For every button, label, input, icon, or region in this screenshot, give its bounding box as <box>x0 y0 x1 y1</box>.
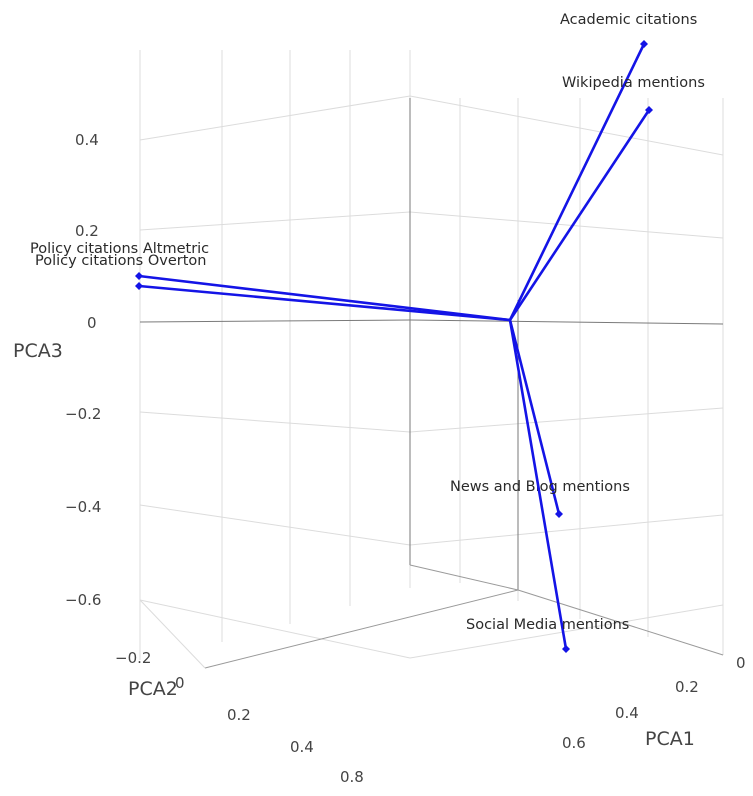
grid-line <box>409 407 724 433</box>
grid-line <box>409 95 724 156</box>
x-tick-label: 0.4 <box>615 704 639 722</box>
z-tick-label: 0.4 <box>75 131 99 149</box>
vector-tip-marker <box>135 282 143 290</box>
grid-line <box>409 604 724 659</box>
vector-tip-marker <box>645 106 653 114</box>
x-tick-label: 0.6 <box>562 734 586 752</box>
vector-tip-marker <box>135 272 143 280</box>
vector-label: Policy citations Overton <box>35 253 206 269</box>
x-tick-label: 0 <box>736 654 746 672</box>
z-tick-label: −0.6 <box>65 591 101 609</box>
y-axis-title: PCA2 <box>128 678 178 700</box>
grid-line <box>409 319 724 325</box>
vector-tip-marker <box>640 40 648 48</box>
x-tick-label: 0.2 <box>675 678 699 696</box>
z-tick-label: 0 <box>87 314 97 332</box>
vector-label: Academic citations <box>560 12 697 28</box>
z-axis-title: PCA3 <box>13 340 63 362</box>
vector-tip-marker <box>555 510 563 518</box>
grid-layer <box>139 50 724 669</box>
vector-line <box>508 108 651 322</box>
vector-line <box>137 284 512 322</box>
vector-layer: Academic citations Wikipedia mentions Poli… <box>30 12 705 653</box>
grid-line <box>139 319 411 323</box>
grid-line <box>409 514 724 546</box>
y-tick-label: 0.8 <box>340 768 364 786</box>
y-tick-label: 0.4 <box>290 738 314 756</box>
grid-line <box>409 211 724 239</box>
vector-line <box>508 318 568 651</box>
axis-layer: PCA3 PCA2 PCA1 0.4 0.2 0 −0.2 −0.4 −0.6 −0.2 0 0… <box>13 131 746 786</box>
grid-line <box>139 599 411 659</box>
z-tick-label: −0.4 <box>65 498 101 516</box>
floor-line <box>517 589 724 656</box>
vector-line <box>137 274 512 322</box>
floor-line <box>204 589 519 669</box>
x-axis-title: PCA1 <box>645 728 695 750</box>
vector-label: Policy citations Altmetric <box>30 241 209 257</box>
floor-line <box>139 599 206 669</box>
vector-label: Social Media mentions <box>466 617 629 633</box>
vector-line <box>508 42 646 322</box>
grid-line <box>139 95 411 141</box>
vector-tip-marker <box>562 645 570 653</box>
vector-label: Wikipedia mentions <box>562 75 705 91</box>
vector-line <box>508 318 561 516</box>
floor-line <box>409 564 519 591</box>
grid-line <box>139 411 411 433</box>
z-tick-label: −0.2 <box>65 405 101 423</box>
grid-line <box>139 504 411 546</box>
y-tick-label: 0.2 <box>227 706 251 724</box>
y-tick-label: 0 <box>175 674 185 692</box>
y-tick-label: −0.2 <box>115 649 151 667</box>
vector-label: News and Blog mentions <box>450 479 630 495</box>
grid-line <box>139 211 411 231</box>
z-tick-label: 0.2 <box>75 222 99 240</box>
